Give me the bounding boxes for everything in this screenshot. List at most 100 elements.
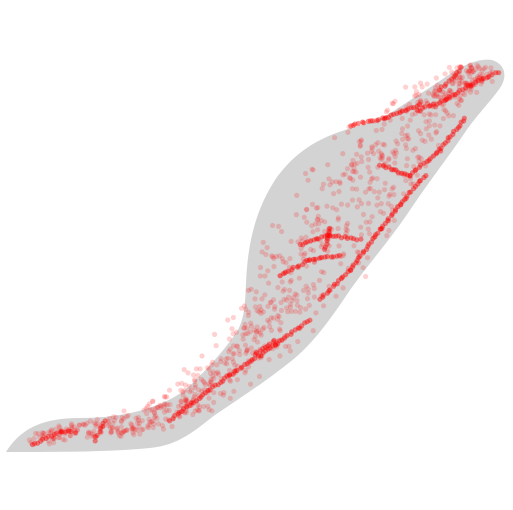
point [295, 264, 301, 271]
point [378, 151, 384, 157]
point [418, 156, 424, 162]
point [433, 104, 439, 110]
point [402, 197, 408, 203]
point [199, 353, 205, 359]
point [417, 108, 423, 114]
point [448, 94, 454, 100]
point [237, 351, 243, 358]
point [385, 218, 391, 224]
point [436, 146, 442, 152]
point [40, 433, 46, 439]
point [461, 118, 467, 124]
point [385, 216, 391, 222]
point [489, 69, 495, 75]
point [373, 127, 379, 134]
point [315, 204, 321, 211]
point [472, 76, 478, 83]
point [248, 286, 254, 292]
point [376, 189, 382, 195]
point [331, 191, 337, 197]
point [151, 410, 157, 416]
point [326, 230, 332, 236]
point [115, 430, 121, 436]
point [403, 177, 409, 184]
point [106, 420, 112, 427]
point [345, 265, 351, 271]
point [198, 394, 204, 400]
point [371, 189, 377, 195]
point [178, 387, 184, 393]
point [403, 84, 409, 90]
point [190, 400, 196, 406]
point [468, 83, 474, 89]
point [170, 415, 176, 421]
point [421, 174, 427, 181]
point [109, 429, 115, 435]
point [433, 92, 439, 98]
point [304, 239, 310, 245]
point [124, 427, 130, 433]
point [256, 328, 262, 334]
point [463, 68, 469, 74]
point [456, 124, 462, 130]
point [91, 433, 97, 439]
point [150, 418, 156, 424]
point [235, 343, 241, 350]
point [311, 285, 317, 292]
point [167, 401, 173, 408]
point [253, 349, 259, 355]
point [133, 415, 139, 421]
point [269, 253, 275, 259]
point [487, 70, 493, 76]
point [134, 427, 140, 433]
point [457, 93, 463, 99]
point [407, 175, 414, 182]
point [358, 137, 364, 143]
point [192, 378, 198, 384]
point [98, 423, 104, 429]
point [68, 429, 74, 435]
point [194, 398, 200, 404]
point [353, 169, 359, 175]
point [475, 78, 481, 84]
point [205, 365, 211, 371]
point [463, 80, 469, 86]
point [192, 391, 198, 397]
point [400, 171, 407, 177]
point [324, 238, 330, 244]
point [365, 226, 371, 232]
point [106, 423, 112, 429]
point [47, 430, 54, 436]
point [242, 331, 248, 337]
point [85, 430, 91, 436]
point [334, 253, 340, 259]
point [370, 175, 376, 181]
point [356, 139, 362, 145]
point [179, 380, 185, 386]
point [116, 433, 123, 439]
point [475, 75, 481, 81]
point [446, 93, 452, 99]
point [201, 387, 207, 393]
point [200, 378, 206, 384]
point [340, 151, 346, 157]
point [177, 414, 183, 420]
point [230, 351, 236, 357]
point [479, 78, 485, 84]
point [406, 101, 413, 107]
point [161, 409, 168, 415]
point [182, 382, 189, 388]
point [58, 428, 64, 434]
point [367, 219, 373, 225]
point [208, 379, 214, 385]
point [256, 309, 262, 315]
point [417, 99, 423, 105]
point [91, 428, 97, 434]
point [234, 377, 240, 383]
point [403, 108, 409, 114]
point [392, 154, 398, 160]
point [267, 324, 273, 330]
point [387, 117, 393, 123]
point [192, 384, 198, 391]
point [226, 336, 232, 342]
